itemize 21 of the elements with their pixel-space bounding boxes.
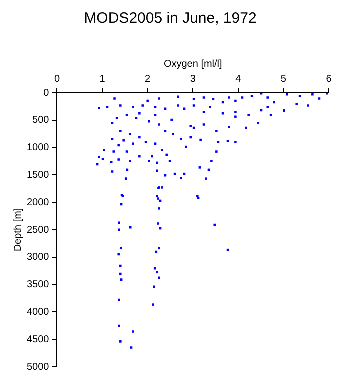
y-tick-label: 3000 xyxy=(26,252,50,264)
x-tick-label: 5 xyxy=(280,74,287,85)
y-tick-label: 5000 xyxy=(26,362,50,373)
x-tick-label: 0 xyxy=(54,74,60,85)
y-axis-title: Depth [m] xyxy=(12,208,24,252)
y-tick-label: 2000 xyxy=(26,197,50,208)
x-tick-label: 1 xyxy=(100,74,106,85)
x-axis-title: Oxygen [ml/l] xyxy=(164,58,223,70)
x-tick-label: 3 xyxy=(190,74,196,85)
y-tick-label: 500 xyxy=(32,115,50,126)
chart-title: MODS2005 in June, 1972 xyxy=(84,10,257,28)
x-tick-label: 4 xyxy=(236,74,242,85)
y-tick-label: 1500 xyxy=(26,170,50,181)
y-tick-label: 1000 xyxy=(26,142,50,154)
y-tick-label: 2500 xyxy=(26,224,50,236)
y-tick-label: 0 xyxy=(44,88,50,99)
y-tick-label: 4000 xyxy=(26,306,50,318)
x-tick-label: 2 xyxy=(145,74,152,85)
x-tick-label: 6 xyxy=(326,74,332,85)
y-tick-label: 4500 xyxy=(26,334,50,346)
y-tick-label: 3500 xyxy=(26,280,50,291)
